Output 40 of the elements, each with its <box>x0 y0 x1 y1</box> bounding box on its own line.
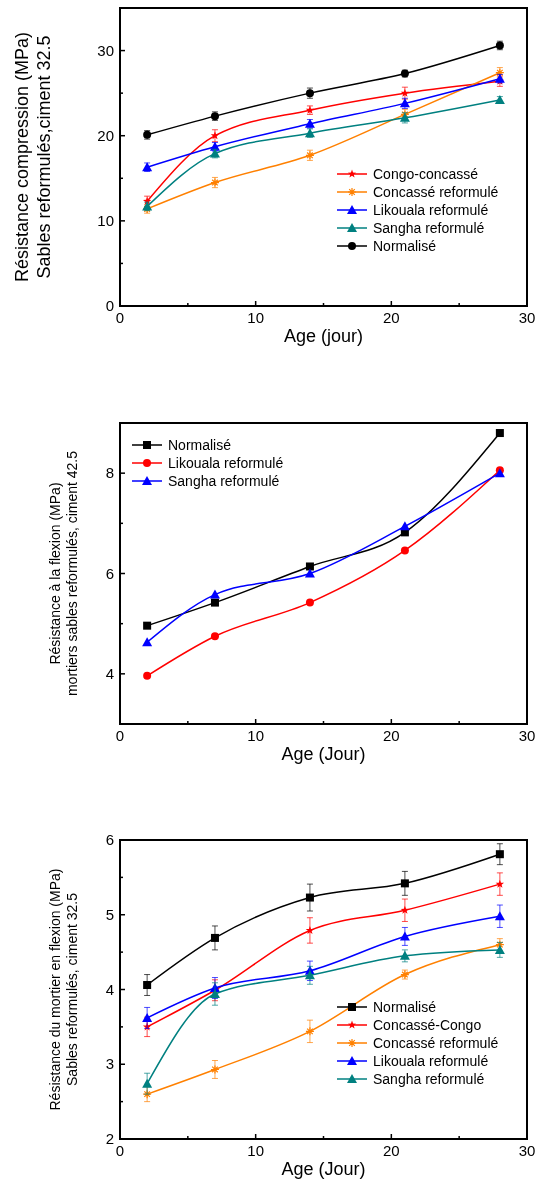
y-tick-label: 6 <box>105 564 114 582</box>
y-tick-label: 4 <box>105 980 114 998</box>
y-tick-label: 0 <box>105 297 114 314</box>
legend-label: Normalisé <box>373 999 437 1015</box>
y-tick-label: 8 <box>105 464 114 482</box>
legend-label: Sangha reformulé <box>373 220 485 236</box>
y-axis-title: Résistance compression (MPa) Sables reformulés,ciment 32.5 <box>12 31 54 283</box>
legend-label: Sangha reformulé <box>373 1071 485 1087</box>
y-axis-title: Résistance du mortier en flexion (MPa) Sables reformulés, ciment 32.5 <box>47 868 80 1111</box>
y-tick-label: 30 <box>97 41 114 59</box>
legend-label: Sangha reformulé <box>168 473 280 489</box>
x-axis-title: Age (Jour) <box>281 1159 366 1179</box>
legend-label: Concassé reformulé <box>373 1035 499 1051</box>
legend-label: Likouala reformulé <box>373 1053 489 1069</box>
y-axis-title: Résistance à la flexion (MPa) mortiers sables reformulés, ciment 42.5 <box>47 450 80 697</box>
y-tick-label: 20 <box>97 126 114 144</box>
x-tick-label: 10 <box>247 727 265 744</box>
x-tick-label: 20 <box>382 1142 400 1159</box>
x-tick-label: 30 <box>518 727 536 744</box>
x-axis-title: Age (Jour) <box>281 744 366 764</box>
x-tick-label: 10 <box>247 1142 265 1159</box>
x-tick-label: 10 <box>247 309 265 326</box>
y-tick-label: 6 <box>105 831 114 848</box>
legend-label: Congo-concassé <box>373 166 479 182</box>
legend-label: Normalisé <box>373 238 437 254</box>
x-tick-label: 30 <box>518 1142 536 1159</box>
y-tick-label: 2 <box>105 1130 114 1147</box>
y-tick-label: 10 <box>97 211 114 229</box>
legend-label: Concassé reformulé <box>373 184 499 200</box>
legend-label: Likouala reformulé <box>168 455 284 471</box>
y-tick-label: 5 <box>105 905 114 923</box>
x-axis-title: Age (jour) <box>283 326 364 346</box>
legend-label: Concassé-Congo <box>373 1017 482 1033</box>
x-tick-label: 20 <box>382 309 400 326</box>
legend-label: Likouala reformulé <box>373 202 489 218</box>
x-tick-label: 30 <box>518 309 536 326</box>
x-tick-label: 20 <box>382 727 400 744</box>
legend-label: Normalisé <box>168 437 232 453</box>
y-tick-label: 4 <box>105 664 114 682</box>
y-tick-label: 3 <box>105 1055 114 1073</box>
